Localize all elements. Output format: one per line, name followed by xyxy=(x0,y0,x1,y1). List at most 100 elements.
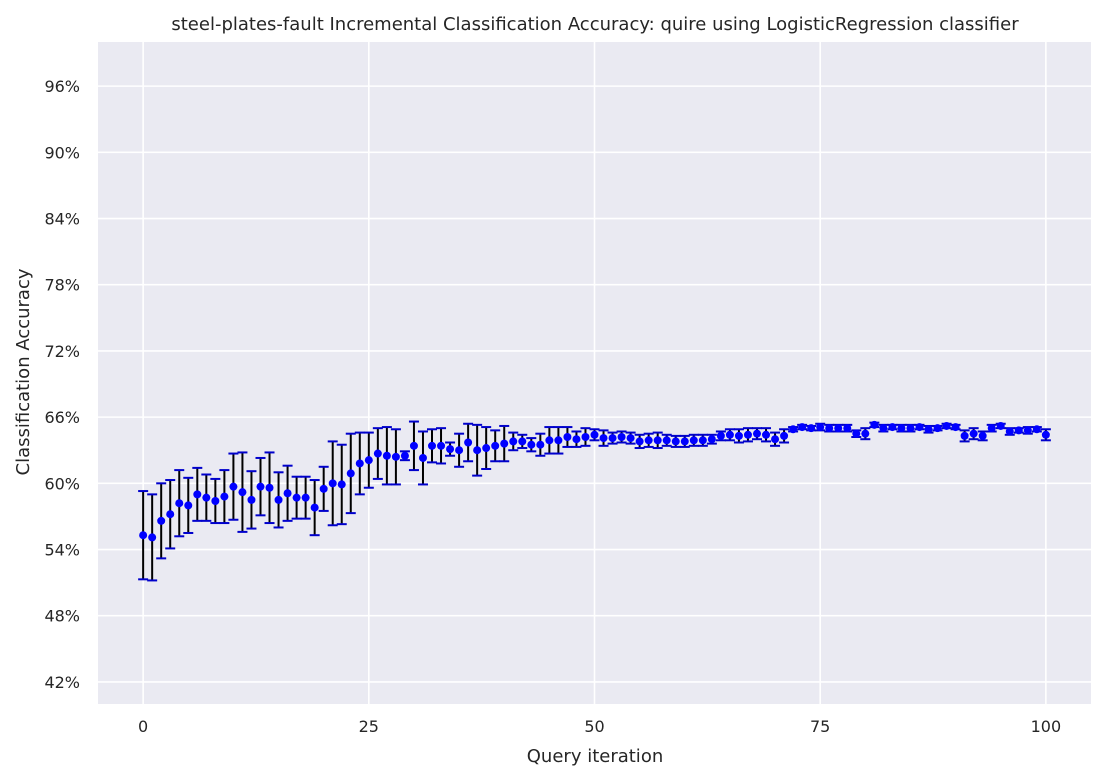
data-point xyxy=(734,431,743,440)
data-point xyxy=(662,436,671,445)
y-tick-label: 96% xyxy=(44,77,80,96)
data-point xyxy=(400,451,409,460)
data-point xyxy=(653,436,662,445)
data-point xyxy=(518,437,527,446)
y-tick-label: 90% xyxy=(44,143,80,162)
data-point xyxy=(599,434,608,443)
data-point xyxy=(554,436,563,445)
data-point xyxy=(175,499,184,508)
data-point xyxy=(364,456,373,465)
data-point xyxy=(635,437,644,446)
data-point xyxy=(689,436,698,445)
data-point xyxy=(644,436,653,445)
data-point xyxy=(743,430,752,439)
data-point xyxy=(888,423,897,432)
data-point xyxy=(807,424,816,433)
data-point xyxy=(861,429,870,438)
data-point xyxy=(283,489,292,498)
data-point xyxy=(951,423,960,432)
data-point xyxy=(572,435,581,444)
data-point xyxy=(184,501,193,510)
data-point xyxy=(707,435,716,444)
data-point xyxy=(897,424,906,433)
data-point xyxy=(446,445,455,454)
data-point xyxy=(455,446,464,455)
data-point xyxy=(220,492,229,501)
data-point xyxy=(355,459,364,468)
data-point xyxy=(870,420,879,429)
data-point xyxy=(933,424,942,433)
data-point xyxy=(193,490,202,499)
data-point xyxy=(545,436,554,445)
data-point xyxy=(527,440,536,449)
data-point xyxy=(211,496,220,505)
x-tick-labels: 0 25 50 75 100 xyxy=(138,717,1061,736)
grid-lines xyxy=(98,42,1091,704)
data-point xyxy=(536,440,545,449)
y-tick-labels: 42% 48% 54% 60% 66% 72% 78% 84% 90% 96% xyxy=(44,77,80,692)
data-points xyxy=(139,420,1050,542)
data-point xyxy=(752,429,761,438)
data-point xyxy=(437,441,446,450)
data-point xyxy=(906,424,915,433)
data-point xyxy=(265,483,274,492)
data-point xyxy=(798,423,807,432)
data-point xyxy=(960,431,969,440)
data-point xyxy=(238,488,247,497)
data-point xyxy=(978,431,987,440)
y-tick-label: 78% xyxy=(44,276,80,295)
y-tick-label: 54% xyxy=(44,541,80,560)
data-point xyxy=(382,451,391,460)
data-point xyxy=(247,495,256,504)
data-point xyxy=(482,444,491,453)
data-point xyxy=(942,421,951,430)
data-point xyxy=(915,423,924,432)
data-point xyxy=(816,423,825,432)
chart-title: steel-plates-fault Incremental Classific… xyxy=(171,14,1019,35)
data-point xyxy=(229,482,238,491)
data-point xyxy=(301,493,310,502)
data-point xyxy=(852,429,861,438)
data-point xyxy=(148,533,157,542)
x-tick-label: 100 xyxy=(1031,717,1062,736)
y-axis-label: Classification Accuracy xyxy=(13,268,34,475)
y-tick-label: 60% xyxy=(44,474,80,493)
data-point xyxy=(680,437,689,446)
data-point xyxy=(969,429,978,438)
data-point xyxy=(202,493,211,502)
data-point xyxy=(563,432,572,441)
data-point xyxy=(509,437,518,446)
data-point xyxy=(346,469,355,478)
data-point xyxy=(671,437,680,446)
data-point xyxy=(879,424,888,433)
data-point xyxy=(1023,426,1032,435)
data-point xyxy=(166,510,175,519)
data-point xyxy=(328,479,337,488)
data-point xyxy=(500,439,509,448)
data-point xyxy=(843,424,852,433)
data-point xyxy=(626,434,635,443)
data-point xyxy=(337,480,346,489)
y-tick-label: 84% xyxy=(44,210,80,229)
data-point xyxy=(373,449,382,458)
data-point xyxy=(608,434,617,443)
data-point xyxy=(834,424,843,433)
data-point xyxy=(310,503,319,512)
data-point xyxy=(409,441,418,450)
data-point xyxy=(716,431,725,440)
x-axis-label: Query iteration xyxy=(527,746,663,767)
data-point xyxy=(464,438,473,447)
data-point xyxy=(1032,425,1041,434)
data-point xyxy=(391,452,400,461)
data-point xyxy=(698,436,707,445)
data-point xyxy=(924,425,933,434)
x-tick-label: 0 xyxy=(138,717,148,736)
data-point xyxy=(996,421,1005,430)
data-point xyxy=(789,425,798,434)
data-point xyxy=(1005,427,1014,436)
data-point xyxy=(256,482,265,491)
data-point xyxy=(1041,430,1050,439)
data-point xyxy=(292,493,301,502)
data-point xyxy=(1014,426,1023,435)
